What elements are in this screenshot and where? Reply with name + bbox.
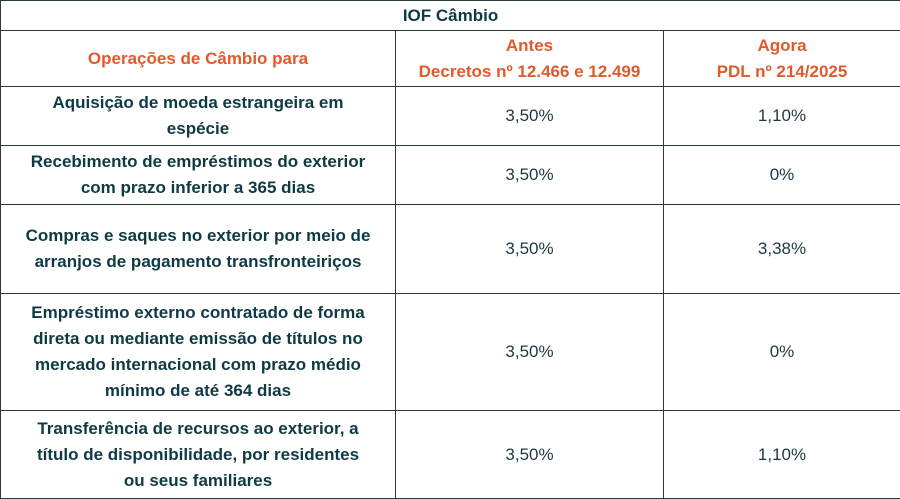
before-rate-cell: 3,50%: [396, 411, 664, 499]
now-rate-cell: 0%: [664, 146, 900, 205]
header-now: Agora PDL nº 214/2025: [664, 31, 900, 87]
header-now-subtitle: PDL nº 214/2025: [670, 59, 894, 85]
operation-line: ou seus familiares: [7, 468, 389, 494]
header-before-subtitle: Decretos nº 12.466 e 12.499: [402, 59, 657, 85]
before-rate-cell: 3,50%: [396, 87, 664, 146]
table-row: Empréstimo externo contratado de forma d…: [1, 294, 900, 411]
operation-line: espécie: [7, 116, 389, 142]
operation-cell: Empréstimo externo contratado de forma d…: [1, 294, 396, 411]
table-row: Recebimento de empréstimos do exterior c…: [1, 146, 900, 205]
operation-line: Aquisição de moeda estrangeira em: [7, 90, 389, 116]
operation-line: mínimo de até 364 dias: [7, 378, 389, 404]
operation-line: mercado internacional com prazo médio: [7, 352, 389, 378]
table-row: Aquisição de moeda estrangeira em espéci…: [1, 87, 900, 146]
header-before-title: Antes: [402, 33, 657, 59]
now-rate-cell: 3,38%: [664, 205, 900, 294]
operation-line: Recebimento de empréstimos do exterior: [7, 149, 389, 175]
operation-line: Transferência de recursos ao exterior, a: [7, 416, 389, 442]
header-now-title: Agora: [670, 33, 894, 59]
table-row: Transferência de recursos ao exterior, a…: [1, 411, 900, 499]
header-operations: Operações de Câmbio para: [1, 31, 396, 87]
operation-line: título de disponibilidade, por residente…: [7, 442, 389, 468]
header-before: Antes Decretos nº 12.466 e 12.499: [396, 31, 664, 87]
table-title: IOF Câmbio: [1, 1, 900, 31]
header-row: Operações de Câmbio para Antes Decretos …: [1, 31, 900, 87]
operation-line: arranjos de pagamento transfronteiriços: [7, 249, 389, 275]
operation-cell: Transferência de recursos ao exterior, a…: [1, 411, 396, 499]
operation-cell: Aquisição de moeda estrangeira em espéci…: [1, 87, 396, 146]
title-row: IOF Câmbio: [1, 1, 900, 31]
operation-line: Empréstimo externo contratado de forma: [7, 300, 389, 326]
before-rate-cell: 3,50%: [396, 205, 664, 294]
now-rate-cell: 0%: [664, 294, 900, 411]
before-rate-cell: 3,50%: [396, 294, 664, 411]
before-rate-cell: 3,50%: [396, 146, 664, 205]
now-rate-cell: 1,10%: [664, 87, 900, 146]
table-row: Compras e saques no exterior por meio de…: [1, 205, 900, 294]
operation-line: direta ou mediante emissão de títulos no: [7, 326, 389, 352]
operation-line: com prazo inferior a 365 dias: [7, 175, 389, 201]
operation-line: Compras e saques no exterior por meio de: [7, 223, 389, 249]
now-rate-cell: 1,10%: [664, 411, 900, 499]
operation-cell: Compras e saques no exterior por meio de…: [1, 205, 396, 294]
operation-cell: Recebimento de empréstimos do exterior c…: [1, 146, 396, 205]
